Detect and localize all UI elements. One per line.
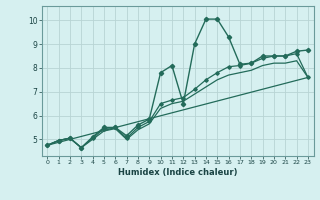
X-axis label: Humidex (Indice chaleur): Humidex (Indice chaleur): [118, 168, 237, 177]
